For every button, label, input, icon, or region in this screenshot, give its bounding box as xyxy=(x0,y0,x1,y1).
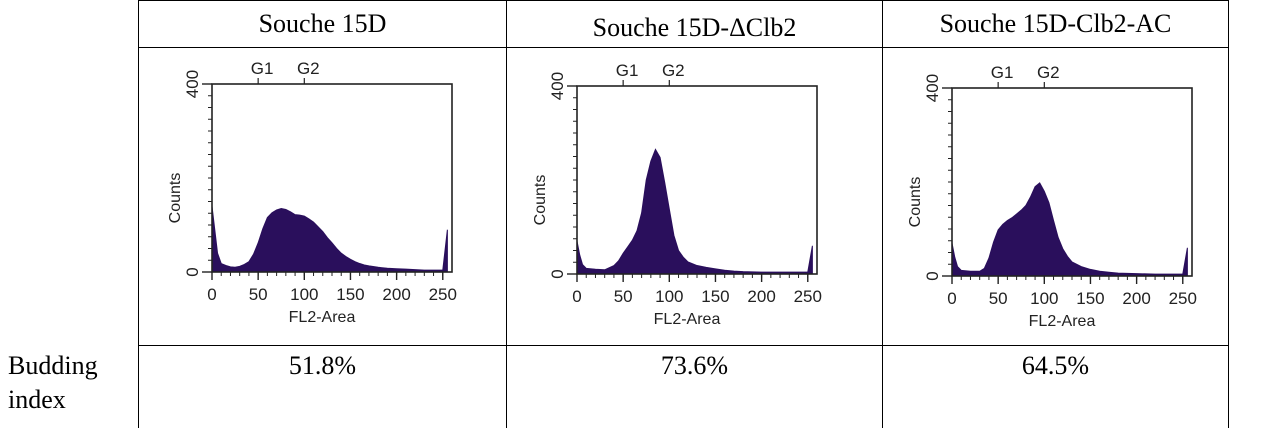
table-border-top xyxy=(138,0,1229,1)
plot-frame xyxy=(951,87,1193,277)
row-label-budding-index: Budding index xyxy=(8,349,98,417)
gate-marker-label: G1 xyxy=(251,59,274,78)
x-tick-label: 100 xyxy=(1030,289,1058,308)
y-axis-label: Counts xyxy=(907,177,924,228)
table-header-divider xyxy=(138,47,1229,48)
histogram-area xyxy=(951,182,1188,277)
column-header-3: Souche 15D-Clb2-AC xyxy=(939,9,1172,38)
budding-index-value-1: 51.8% xyxy=(288,351,357,380)
gate-marker-label: G1 xyxy=(991,63,1014,82)
x-tick-label: 200 xyxy=(382,285,410,304)
y-axis-label: Counts xyxy=(532,175,549,226)
histogram-panel-1: 0 50 100 150 200 250 0 400 FL2-Area Counts G1 G2 xyxy=(167,59,457,326)
gate-marker-label: G2 xyxy=(1037,63,1060,82)
x-axis-label: FL2-Area xyxy=(654,311,721,328)
x-tick-label: 250 xyxy=(794,287,822,306)
x-tick-label: 50 xyxy=(249,285,268,304)
budding-index-value-2: 73.6% xyxy=(660,351,729,380)
y-tick-label: 0 xyxy=(183,267,202,276)
x-tick-label: 50 xyxy=(989,289,1008,308)
column-header-1: Souche 15D xyxy=(258,9,387,38)
y-tick-label: 0 xyxy=(548,269,567,278)
y-tick-label: 400 xyxy=(548,72,567,100)
x-tick-label: 0 xyxy=(947,289,956,308)
x-tick-label: 150 xyxy=(1076,289,1104,308)
histogram-area xyxy=(211,206,448,273)
gate-marker-label: G1 xyxy=(616,61,639,80)
table-border-right xyxy=(1228,0,1229,428)
x-axis-label: FL2-Area xyxy=(1029,313,1096,330)
histogram-panel-2: 0 50 100 150 200 250 0 400 FL2-Area Counts G1 G2 xyxy=(532,61,822,328)
y-tick-label: 0 xyxy=(923,271,942,280)
budding-index-value-3: 64.5% xyxy=(1021,351,1090,380)
gate-marker-label: G2 xyxy=(297,59,320,78)
table-row-divider xyxy=(138,345,1229,346)
column-header-2: Souche 15D-ΔClb2 xyxy=(592,13,797,42)
y-axis-label: Counts xyxy=(167,173,184,224)
x-tick-label: 0 xyxy=(572,287,581,306)
x-tick-label: 250 xyxy=(1169,289,1197,308)
gate-marker-label: G2 xyxy=(662,61,685,80)
y-tick-label: 400 xyxy=(923,74,942,102)
x-tick-label: 0 xyxy=(207,285,216,304)
y-tick-label: 400 xyxy=(183,70,202,98)
x-tick-label: 150 xyxy=(701,287,729,306)
table-border-left xyxy=(138,0,139,428)
x-tick-label: 200 xyxy=(1122,289,1150,308)
row-label-line-1: Budding xyxy=(8,351,98,380)
x-tick-label: 50 xyxy=(614,287,633,306)
x-tick-label: 100 xyxy=(655,287,683,306)
x-tick-label: 150 xyxy=(336,285,364,304)
plot-frame xyxy=(576,85,818,275)
x-tick-label: 200 xyxy=(747,287,775,306)
table-divider-2 xyxy=(882,0,883,428)
x-tick-label: 100 xyxy=(290,285,318,304)
x-axis-label: FL2-Area xyxy=(289,309,356,326)
row-label-line-2: index xyxy=(8,385,66,414)
table-divider-1 xyxy=(506,0,507,428)
histogram-area xyxy=(576,148,813,275)
x-tick-label: 250 xyxy=(429,285,457,304)
histogram-panel-3: 0 50 100 150 200 250 0 400 FL2-Area Counts G1 G2 xyxy=(907,63,1197,330)
